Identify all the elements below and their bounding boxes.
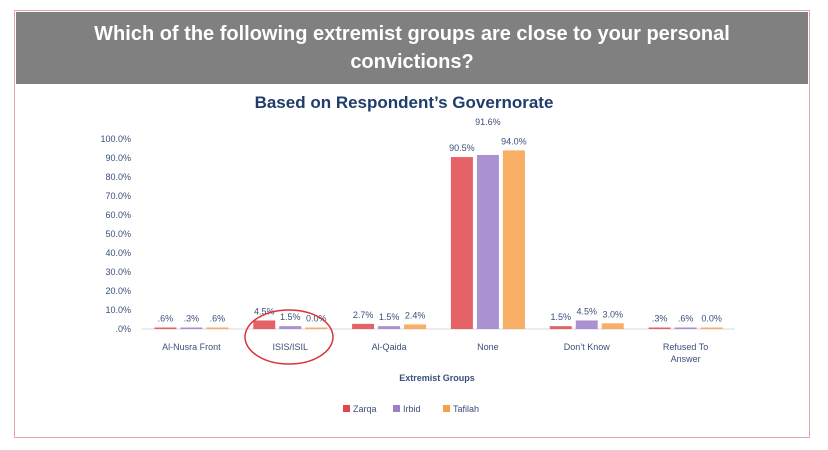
y-tick-label: 70.0% <box>105 191 131 201</box>
data-label: 4.5% <box>576 306 597 316</box>
y-tick-label: 80.0% <box>105 172 131 182</box>
data-label: .6% <box>678 314 694 324</box>
data-label: .6% <box>158 314 174 324</box>
x-category-label: Don’t Know <box>564 342 611 352</box>
slide-frame: Which of the following extremist groups … <box>14 10 810 438</box>
legend-swatch-irbid <box>393 405 400 412</box>
bar-tafilah <box>601 323 624 329</box>
y-tick-label: 50.0% <box>105 229 131 239</box>
legend-swatch-zarqa <box>343 405 350 412</box>
y-tick-label: 10.0% <box>105 305 131 315</box>
data-label: 0.0% <box>306 314 327 324</box>
data-label: 2.7% <box>353 310 374 320</box>
data-label: 90.5% <box>449 143 475 153</box>
y-tick-label: 60.0% <box>105 210 131 220</box>
bar-tafilah <box>206 327 229 329</box>
data-label: .3% <box>184 314 200 324</box>
y-axis: 100.0% 90.0% 80.0% 70.0% 60.0% 50.0% 40.0% 30.0… <box>100 134 131 334</box>
x-category-label: Refused To <box>663 342 708 352</box>
bar-irbid <box>674 327 697 329</box>
data-label: 1.5% <box>550 312 571 322</box>
bar-zarqa <box>352 323 375 329</box>
data-label: 3.0% <box>602 309 623 319</box>
bar-zarqa <box>648 327 671 329</box>
chart-title: Based on Respondent’s Governorate <box>255 93 554 112</box>
bar-tafilah <box>305 327 328 329</box>
bar-irbid <box>476 154 499 329</box>
x-category-label: None <box>477 342 499 352</box>
legend-label-zarqa: Zarqa <box>353 404 377 414</box>
data-label: .6% <box>210 314 226 324</box>
bar-tafilah <box>502 150 525 329</box>
x-category-label: Answer <box>671 354 701 364</box>
y-tick-label: 20.0% <box>105 286 131 296</box>
bar-zarqa <box>253 320 276 329</box>
legend-swatch-tafilah <box>443 405 450 412</box>
legend-label-irbid: Irbid <box>403 404 421 414</box>
highlight-circle <box>244 309 334 365</box>
data-label: .3% <box>652 314 668 324</box>
question-line-2: convictions? <box>350 51 474 73</box>
y-tick-label: 30.0% <box>105 267 131 277</box>
bar-tafilah <box>404 324 427 329</box>
legend-label-tafilah: Tafilah <box>453 404 479 414</box>
y-tick-label: 40.0% <box>105 248 131 258</box>
data-label: 2.4% <box>405 310 426 320</box>
bar-irbid <box>180 327 203 329</box>
data-label: 91.6% <box>475 117 501 127</box>
data-label: 1.5% <box>280 312 301 322</box>
question-line-1: Which of the following extremist groups … <box>94 23 730 45</box>
bar-zarqa <box>450 157 473 329</box>
y-tick-label: .0% <box>115 324 131 334</box>
x-category-label: Al-Nusra Front <box>162 342 221 352</box>
x-category-label: ISIS/ISIL <box>272 342 308 352</box>
x-category-label: Al-Qaida <box>372 342 407 352</box>
bar-irbid <box>279 326 302 329</box>
bars: .6% .3% .6% 4.5% 1.5% 0.0% 2.7% 1.5% 2.4% 90.5% 91… <box>154 117 723 329</box>
y-tick-label: 100.0% <box>100 134 131 144</box>
data-label: 1.5% <box>379 312 400 322</box>
bar-zarqa <box>549 326 572 329</box>
question-header: Which of the following extremist groups … <box>16 12 808 84</box>
bar-zarqa <box>154 327 177 329</box>
x-axis-title: Extremist Groups <box>399 373 475 383</box>
data-label: 4.5% <box>254 306 275 316</box>
bar-tafilah <box>700 327 723 329</box>
x-categories: Al-Nusra Front ISIS/ISIL Al-Qaida None Don’t… <box>162 342 708 364</box>
y-tick-label: 90.0% <box>105 153 131 163</box>
bar-irbid <box>378 326 401 329</box>
bar-irbid <box>575 320 598 329</box>
data-label: 0.0% <box>701 314 722 324</box>
legend: Zarqa Irbid Tafilah <box>343 404 479 414</box>
data-label: 94.0% <box>501 136 527 146</box>
